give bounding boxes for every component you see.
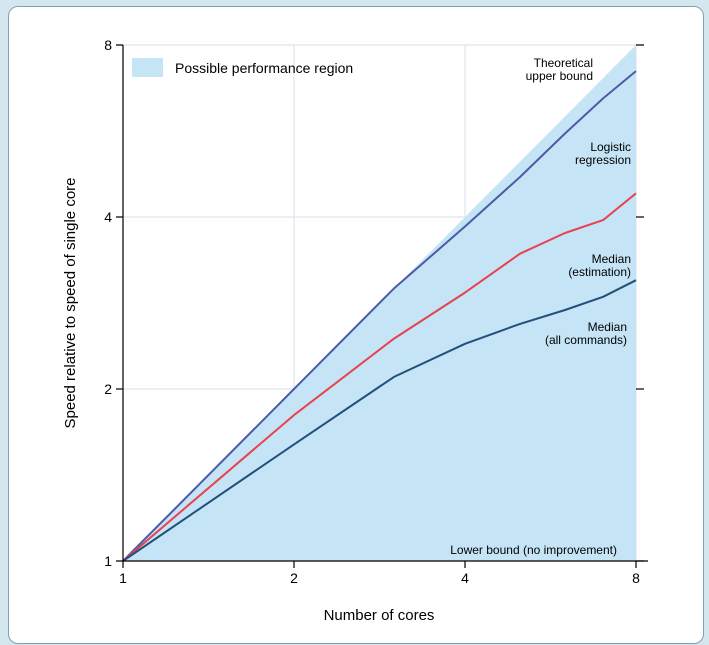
- legend-swatch: [132, 58, 163, 77]
- legend: Possible performance region: [132, 58, 353, 77]
- annotation-line: Median: [588, 320, 627, 334]
- series-line-logistic-regression: [122, 70, 637, 562]
- annotation-line: upper bound: [526, 69, 593, 83]
- annotation-line: (all commands): [545, 333, 627, 347]
- x-tick-label: 2: [290, 570, 298, 586]
- annotation-logit: Logistic regression: [575, 140, 631, 167]
- annotation-line: Logistic: [590, 140, 631, 154]
- y-tick-label: 4: [104, 209, 112, 225]
- annotation-line: regression: [575, 153, 631, 167]
- annotation-line: Lower bound (no improvement): [450, 543, 617, 557]
- annotation-med-est: Median (estimation): [568, 252, 631, 279]
- legend-label: Possible performance region: [175, 60, 353, 76]
- annotation-line: Theoretical: [534, 56, 593, 70]
- x-tick-label: 8: [632, 570, 640, 586]
- series-lines: [122, 70, 637, 562]
- y-tick-label: 2: [104, 381, 112, 397]
- x-axis-label: Number of cores: [324, 607, 435, 624]
- annotations: Theoretical upper bound Logistic regression…: [450, 56, 631, 557]
- y-axis-label: Speed relative to speed of single core: [62, 178, 79, 429]
- x-tick-label: 1: [119, 570, 127, 586]
- y-tick-label: 1: [104, 553, 112, 569]
- annotation-lower: Lower bound (no improvement): [450, 543, 617, 557]
- y-tick-label: 8: [104, 37, 112, 53]
- annotation-upper: Theoretical upper bound: [526, 56, 593, 83]
- x-tick-label: 4: [461, 570, 469, 586]
- series-line-median-estimation: [122, 192, 637, 562]
- annotation-line: (estimation): [568, 265, 631, 279]
- annotation-med-all: Median (all commands): [545, 320, 627, 347]
- series-line-median-all-commands: [122, 279, 637, 562]
- annotation-line: Median: [592, 252, 631, 266]
